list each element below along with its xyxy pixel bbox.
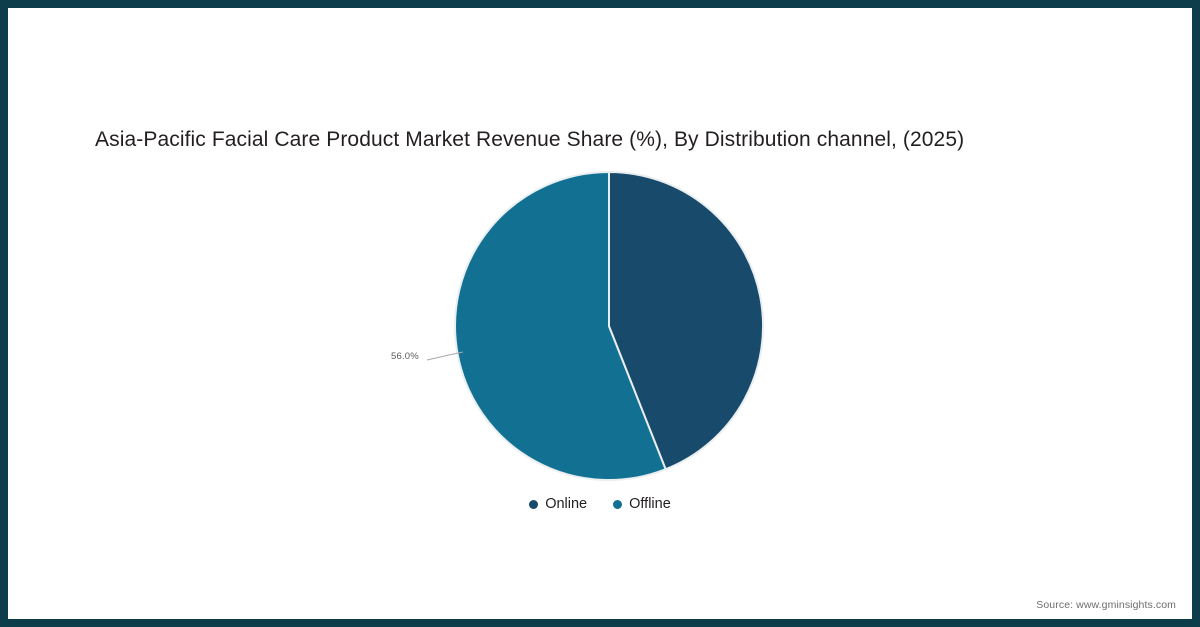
chart-legend: Online Offline [8,495,1192,513]
pie-chart-svg [426,170,765,481]
page-title: Asia-Pacific Facial Care Product Market … [95,128,965,151]
legend-swatch-online-icon [529,499,539,509]
source-note: Source: www.gminsights.com [1036,599,1176,611]
leader-line-offline [426,351,464,361]
pie-chart-plot-area: 56.0% Online Offline [8,8,1192,619]
legend-label-offline: Offline [629,496,671,512]
pie-slice-label-offline: 56.0% [391,351,419,362]
legend-swatch-offline-icon [613,499,623,509]
legend-label-online: Online [545,496,588,512]
legend-item-offline[interactable]: Offline [613,495,671,513]
pie-slice-online[interactable] [608,170,765,471]
legend-item-online[interactable]: Online [529,495,587,513]
pie-slice-offline[interactable] [454,170,667,481]
